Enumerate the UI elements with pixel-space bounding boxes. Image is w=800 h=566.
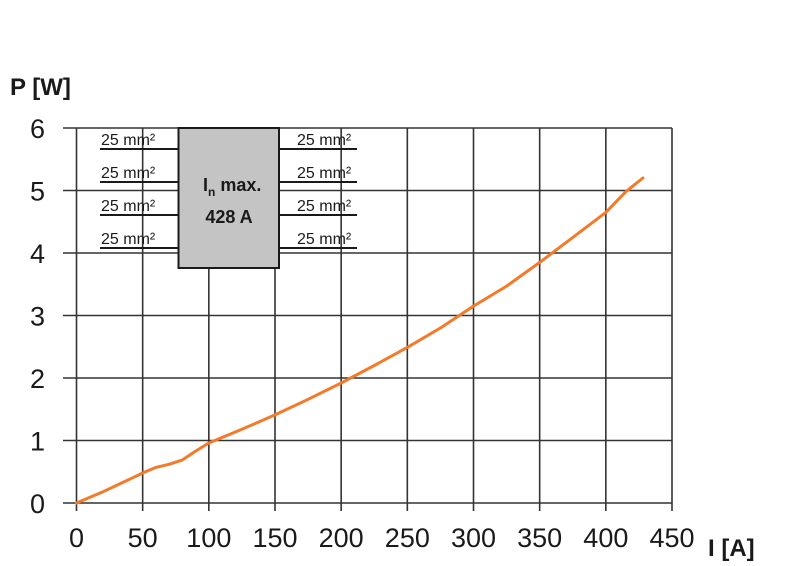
x-tick-label: 50: [128, 523, 158, 553]
left-wire-label: 25 mm²: [101, 132, 156, 149]
x-tick-label: 300: [451, 523, 496, 553]
x-tick-labels: 0 50 100 150 200 250 300 350 400 450: [69, 523, 695, 553]
y-axis-label: P [W]: [10, 74, 71, 101]
terminal-box: [177, 127, 280, 269]
right-wire-label: 25 mm²: [297, 198, 352, 215]
x-tick-label: 150: [252, 523, 297, 553]
x-tick-label: 100: [186, 523, 231, 553]
x-tick-label: 350: [517, 523, 562, 553]
y-tick-label: 4: [30, 239, 45, 269]
left-wire-label: 25 mm²: [101, 165, 156, 182]
x-tick-label: 200: [319, 523, 364, 553]
box-title-rest: max.: [215, 175, 261, 195]
left-wire-label: 25 mm²: [101, 231, 156, 248]
x-axis-label: I [A]: [708, 535, 755, 562]
grid: [63, 127, 673, 511]
y-tick-label: 6: [30, 114, 45, 144]
y-tick-label: 1: [30, 427, 45, 457]
right-wire-label: 25 mm²: [297, 132, 352, 149]
y-tick-label: 2: [30, 364, 45, 394]
left-wire-label: 25 mm²: [101, 198, 156, 215]
x-tick-label: 250: [385, 523, 430, 553]
x-tick-label: 400: [583, 523, 628, 553]
x-tick-label: 450: [649, 523, 694, 553]
series-line: [75, 176, 645, 505]
box-title: In max.: [203, 175, 261, 199]
y-tick-label: 3: [30, 302, 45, 332]
right-wire-label: 25 mm²: [297, 231, 352, 248]
terminal-annotation: In max. 428 A 25 mm² 25 mm² 25 mm² 25 mm² 25…: [100, 127, 357, 269]
y-tick-label: 5: [30, 177, 45, 207]
box-value: 428 A: [205, 207, 252, 227]
y-tick-labels: 0 1 2 3 4 5 6: [30, 114, 45, 519]
right-wire-label: 25 mm²: [297, 165, 352, 182]
y-tick-label: 0: [30, 489, 45, 519]
x-tick-label: 0: [69, 523, 84, 553]
box-title-main: I: [203, 175, 208, 195]
box-title-sub: n: [208, 185, 215, 199]
